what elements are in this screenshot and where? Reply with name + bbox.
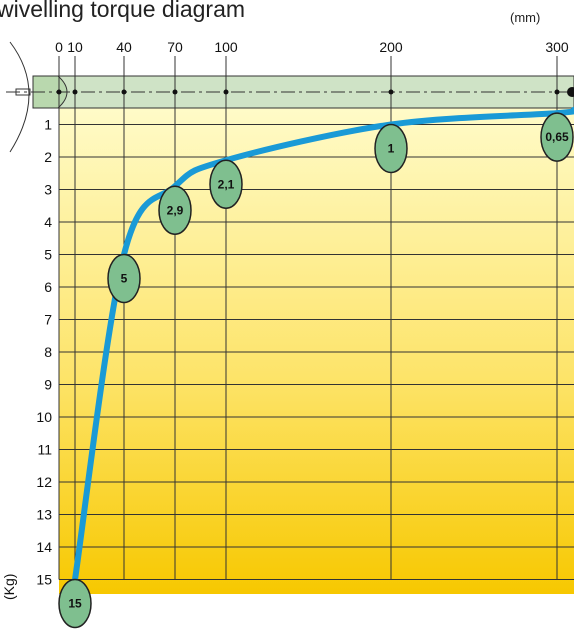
arm-end-point (567, 87, 574, 97)
x-tick-label: 10 (67, 39, 83, 55)
data-label: 0,65 (545, 130, 569, 144)
x-tick-label: 70 (167, 39, 183, 55)
arm-point (223, 89, 229, 95)
data-label: 2,9 (167, 203, 184, 217)
data-point-bubble: 15 (58, 578, 92, 629)
y-tick-label: 7 (44, 312, 52, 328)
arm-point (172, 89, 178, 95)
bubble-shape (107, 253, 141, 304)
arm-point (72, 89, 78, 95)
data-label: 5 (121, 272, 128, 286)
x-tick-label: 100 (214, 39, 238, 55)
chart-title: wivelling torque diagram (0, 0, 246, 22)
arm-rotation-arc (9, 41, 30, 153)
data-point-bubble: 0,65 (540, 112, 574, 162)
y-tick-label: 12 (36, 474, 52, 490)
y-tick-label: 4 (44, 214, 52, 230)
data-label: 1 (388, 142, 395, 156)
y-tick-label: 3 (44, 182, 52, 198)
data-point-bubble: 2,9 (158, 185, 192, 235)
data-point-bubble: 2,1 (209, 159, 243, 209)
bubble-shape (374, 123, 408, 174)
data-point-bubble: 1 (374, 123, 408, 174)
arm-point (388, 89, 394, 95)
y-tick-label: 10 (36, 409, 52, 425)
bubble-shape (58, 578, 92, 629)
y-tick-label: 1 (44, 117, 52, 133)
y-tick-label: 13 (36, 507, 52, 523)
bubble-shape (540, 112, 574, 162)
data-point-bubble: 5 (107, 253, 141, 304)
arm-point (121, 89, 127, 95)
y-tick-label: 6 (44, 279, 52, 295)
y-axis-unit-label: (Kg) (1, 574, 17, 600)
x-tick-label: 200 (379, 39, 403, 55)
data-label: 2,1 (218, 177, 235, 191)
y-tick-label: 15 (36, 572, 52, 588)
bubble-shape (209, 159, 243, 209)
arm-point (554, 89, 560, 95)
y-tick-label: 5 (44, 247, 52, 263)
data-label: 15 (68, 597, 82, 611)
y-tick-label: 14 (36, 539, 52, 555)
y-tick-label: 8 (44, 344, 52, 360)
arm-point (56, 89, 62, 95)
x-tick-label: 0 (55, 39, 63, 55)
plot-background (59, 108, 574, 594)
y-tick-label: 11 (37, 442, 52, 458)
x-tick-label: 300 (545, 39, 569, 55)
bubble-shape (158, 185, 192, 235)
y-tick-label: 2 (44, 149, 52, 165)
y-tick-label: 9 (44, 377, 52, 393)
arm-shaft (15, 88, 31, 96)
x-axis-unit-label: (mm) (510, 10, 541, 25)
x-tick-label: 40 (116, 39, 132, 55)
